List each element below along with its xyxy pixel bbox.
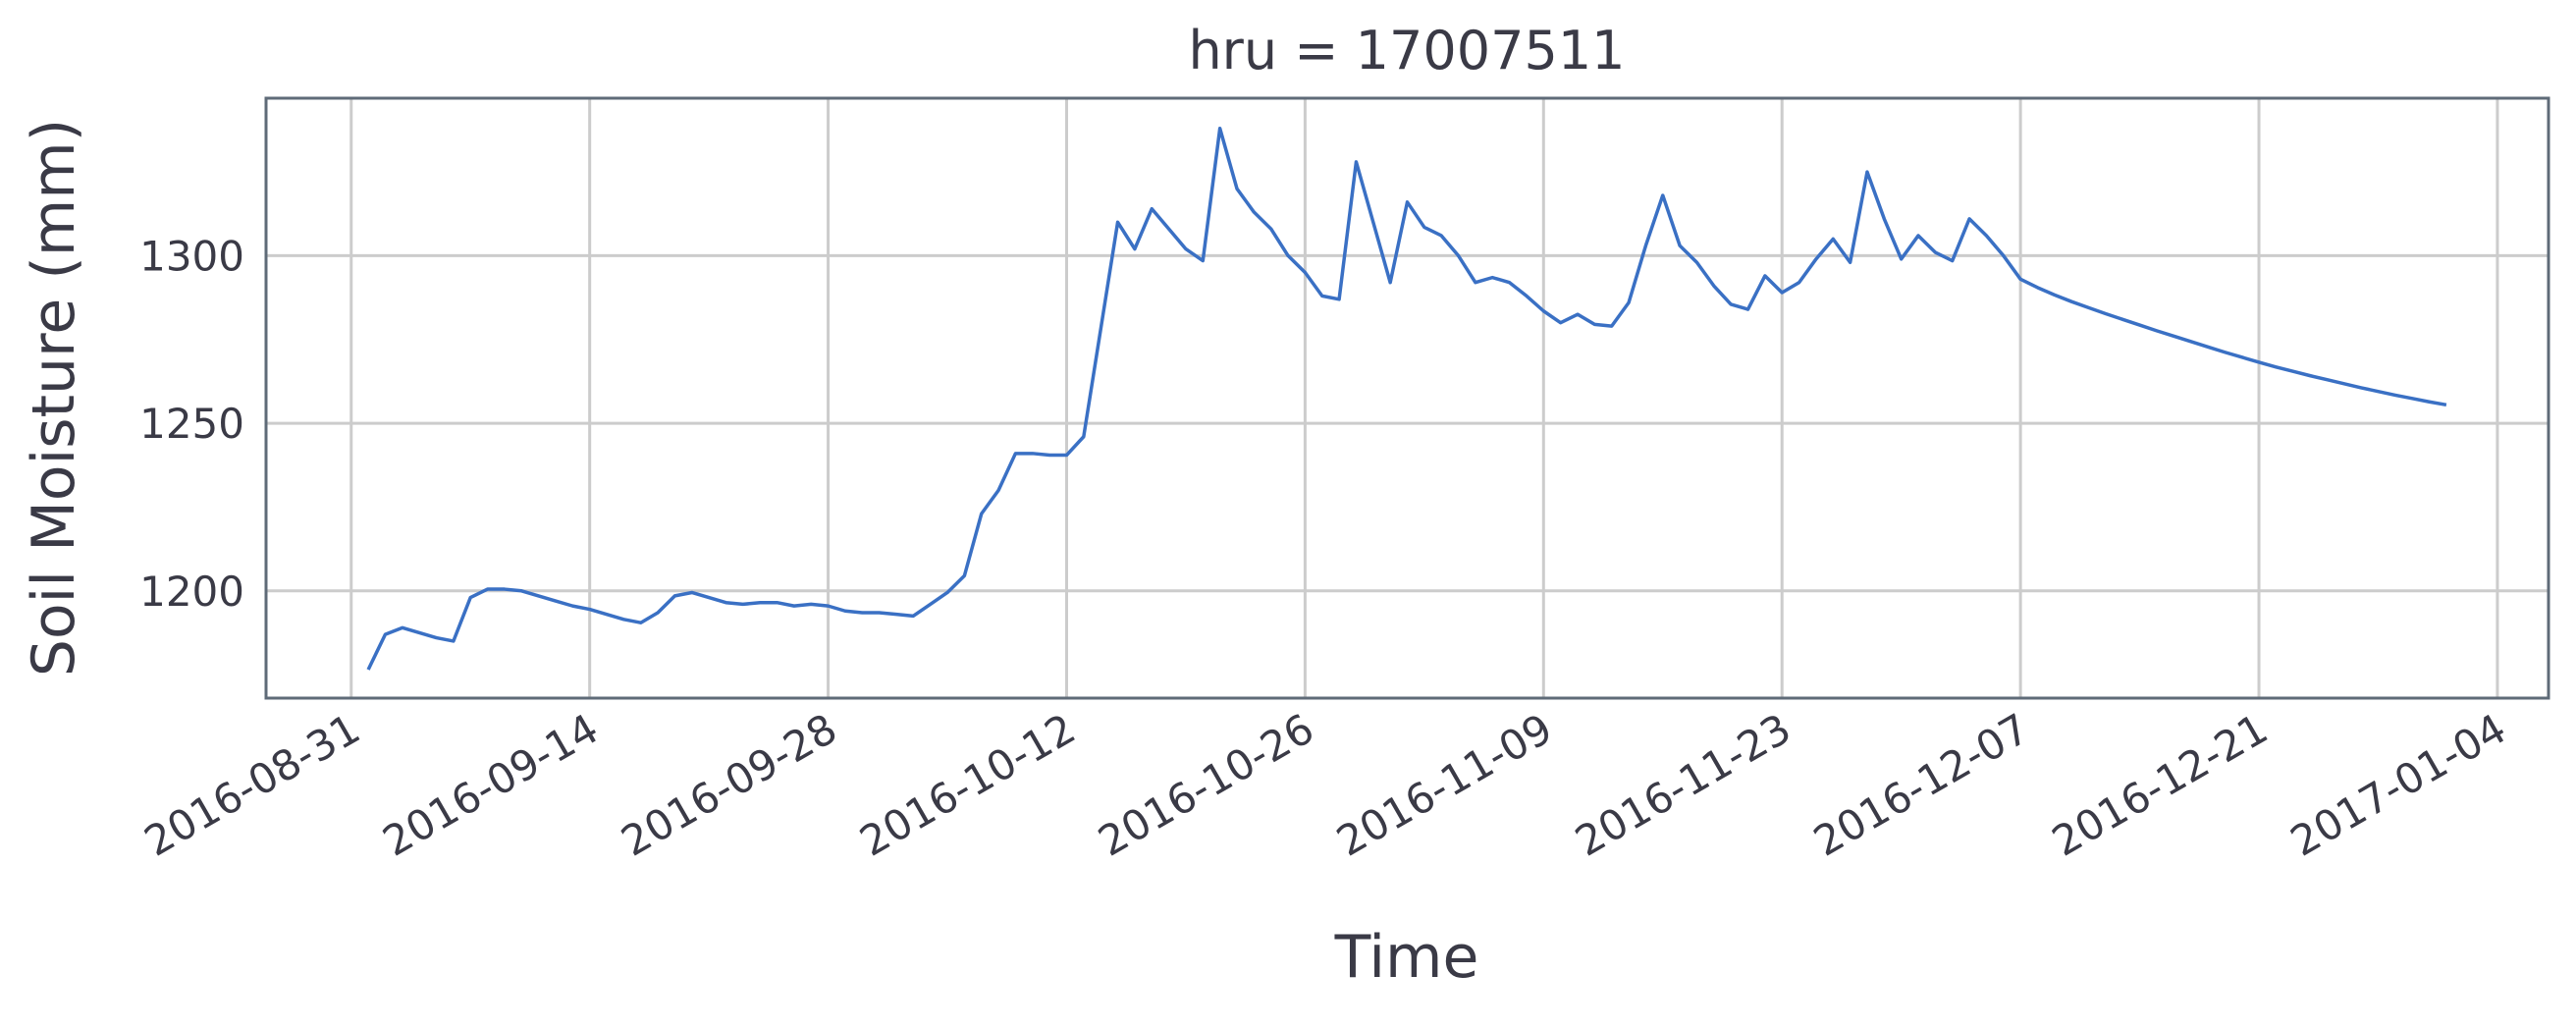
x-tick-label: 2016-09-28: [614, 704, 845, 865]
plot-frame: [264, 96, 2550, 700]
x-tick-label: 2016-10-26: [1091, 704, 1322, 865]
x-tick-label: 2017-01-04: [2282, 704, 2514, 865]
x-axis-label: Time: [1334, 923, 1479, 992]
x-tick-label: 2016-08-31: [136, 704, 368, 865]
x-tick-label: 2016-10-12: [852, 704, 1084, 865]
y-axis-label: Soil Moisture (mm): [20, 119, 88, 677]
x-tick-label: 2016-09-14: [375, 704, 607, 865]
y-tick-label: 1250: [139, 400, 244, 448]
chart-title: hru = 17007511: [1188, 20, 1625, 81]
data-line: [366, 126, 2447, 671]
x-tick-label: 2016-12-07: [1805, 704, 2037, 865]
x-tick-label: 2016-11-09: [1328, 704, 1560, 865]
x-tick-label: 2016-12-21: [2044, 704, 2276, 865]
y-tick-label: 1200: [139, 568, 244, 616]
x-tick-label: 2016-11-23: [1567, 704, 1798, 865]
y-tick-label: 1300: [139, 232, 244, 280]
